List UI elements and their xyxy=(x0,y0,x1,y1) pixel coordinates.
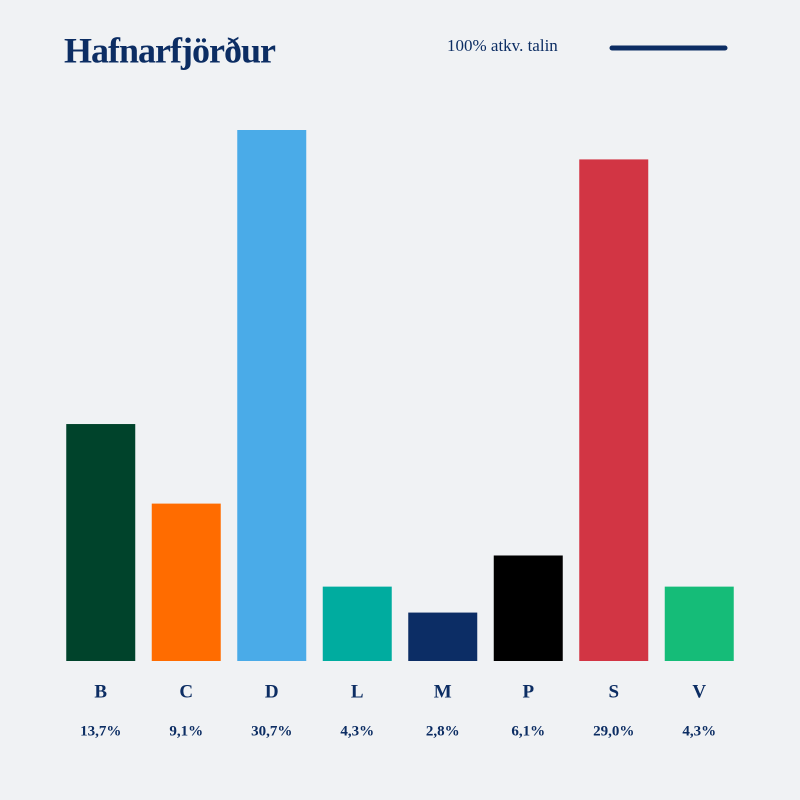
chart-title: Hafnarfjörður xyxy=(64,30,276,70)
value-label: 13,7% xyxy=(80,723,121,739)
chart-subtitle: 100% atkv. talin xyxy=(447,36,558,55)
value-label: 2,8% xyxy=(426,723,460,739)
value-label: 4,3% xyxy=(340,723,374,739)
category-label: S xyxy=(608,681,619,702)
category-label: V xyxy=(692,681,706,702)
category-label: P xyxy=(522,681,534,702)
category-label: D xyxy=(265,681,279,702)
value-label: 4,3% xyxy=(682,723,716,739)
value-label: 29,0% xyxy=(593,723,634,739)
bar xyxy=(493,555,563,661)
value-label: 6,1% xyxy=(511,723,545,739)
bar xyxy=(151,503,221,661)
category-label: M xyxy=(434,681,452,702)
bar xyxy=(322,586,392,661)
category-label: C xyxy=(179,681,193,702)
bar xyxy=(237,130,307,661)
category-label: B xyxy=(94,681,107,702)
bar xyxy=(664,586,734,661)
value-label: 9,1% xyxy=(169,723,203,739)
bar xyxy=(66,424,136,661)
bar xyxy=(579,159,649,661)
value-label: 30,7% xyxy=(251,723,292,739)
category-label: L xyxy=(351,681,364,702)
bar xyxy=(408,612,478,661)
